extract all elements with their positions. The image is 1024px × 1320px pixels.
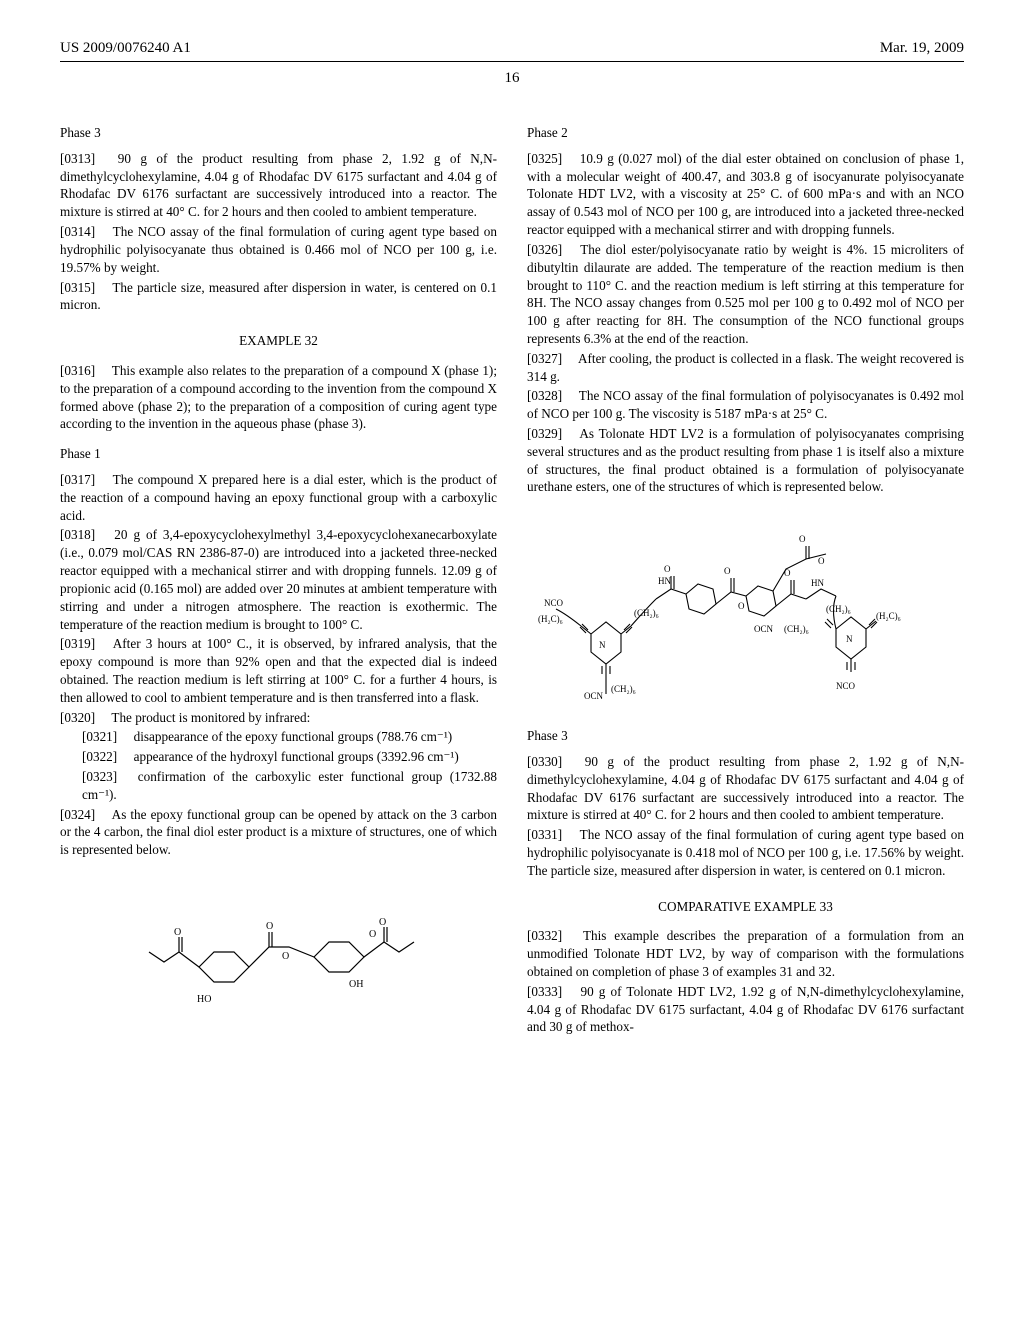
label-ch26-1: (CH₂)₆: [611, 684, 636, 694]
publication-number: US 2009/0076240 A1: [60, 40, 191, 57]
structure-polyisocyanate-icon: NCO (H₂C)₆ OCN (CH₂)₆ (CH₂)₆ HN O O O O …: [536, 514, 956, 704]
label-n1: N: [599, 640, 606, 650]
structure-diol-ester-icon: HO O O O O O OH: [139, 877, 419, 1017]
label-ch26-4: (CH₂)₆: [826, 604, 851, 614]
label-h2c6-2: (H₂C)₆: [876, 611, 901, 621]
para-0333: [0333] 90 g of Tolonate HDT LV2, 1.92 g …: [527, 983, 964, 1036]
page-number: 16: [60, 70, 964, 87]
patent-page: US 2009/0076240 A1 Mar. 19, 2009 16 Phas…: [0, 0, 1024, 1090]
para-0315: [0315] The particle size, measured after…: [60, 279, 497, 315]
phase2-header: Phase 2: [527, 124, 964, 142]
comparative-example-33-header: COMPARATIVE EXAMPLE 33: [527, 898, 964, 916]
phase3-header-right: Phase 3: [527, 727, 964, 745]
para-0320: [0320] The product is monitored by infra…: [60, 709, 497, 727]
label-o2: O: [266, 921, 273, 932]
chemical-structure-large: NCO (H₂C)₆ OCN (CH₂)₆ (CH₂)₆ HN O O O O …: [527, 514, 964, 709]
two-column-layout: Phase 3 [0313] 90 g of the product resul…: [60, 112, 964, 1040]
label-o4: O: [379, 917, 386, 928]
phase3-header: Phase 3: [60, 124, 497, 142]
label-o-c: O: [738, 601, 745, 611]
left-column: Phase 3 [0313] 90 g of the product resul…: [60, 112, 497, 1040]
label-ocn1: OCN: [584, 691, 604, 701]
para-0323: [0323] confirmation of the carboxylic es…: [82, 768, 497, 804]
label-o-b: O: [724, 566, 731, 576]
label-hn1: HN: [658, 576, 671, 586]
para-0325: [0325] 10.9 g (0.027 mol) of the dial es…: [527, 150, 964, 239]
label-o5: O: [369, 929, 376, 940]
para-0330: [0330] 90 g of the product resulting fro…: [527, 753, 964, 824]
label-h2c6-1: (H₂C)₆: [538, 614, 563, 624]
para-0321: [0321] disappearance of the epoxy functi…: [82, 728, 497, 746]
para-0328: [0328] The NCO assay of the final formul…: [527, 387, 964, 423]
para-0318: [0318] 20 g of 3,4-epoxycyclohexylmethyl…: [60, 526, 497, 633]
label-o-a: O: [664, 564, 671, 574]
publication-date: Mar. 19, 2009: [880, 40, 964, 57]
label-ho: HO: [197, 994, 211, 1005]
para-0322: [0322] appearance of the hydroxyl functi…: [82, 748, 497, 766]
para-0331: [0331] The NCO assay of the final formul…: [527, 826, 964, 879]
para-0324: [0324] As the epoxy functional group can…: [60, 806, 497, 859]
para-0326: [0326] The diol ester/polyisocyanate rat…: [527, 241, 964, 348]
para-0313: [0313] 90 g of the product resulting fro…: [60, 150, 497, 221]
para-0319: [0319] After 3 hours at 100° C., it is o…: [60, 635, 497, 706]
label-ocn2: OCN: [754, 624, 774, 634]
para-0317: [0317] The compound X prepared here is a…: [60, 471, 497, 524]
phase1-header: Phase 1: [60, 445, 497, 463]
right-column: Phase 2 [0325] 10.9 g (0.027 mol) of the…: [527, 112, 964, 1040]
label-nco1: NCO: [544, 598, 564, 608]
label-hn2: HN: [811, 578, 824, 588]
label-oh: OH: [349, 979, 363, 990]
example-32-header: EXAMPLE 32: [60, 332, 497, 350]
label-o-f: O: [818, 556, 825, 566]
label-ch26-3: (CH₂)₆: [784, 624, 809, 634]
label-ch26-2: (CH₂)₆: [634, 608, 659, 618]
label-o-e: O: [799, 534, 806, 544]
para-0327: [0327] After cooling, the product is col…: [527, 350, 964, 386]
label-o-d: O: [784, 568, 791, 578]
chemical-structure-small: HO O O O O O OH: [60, 877, 497, 1022]
para-0316: [0316] This example also relates to the …: [60, 362, 497, 433]
label-nco2: NCO: [836, 681, 856, 691]
para-0329: [0329] As Tolonate HDT LV2 is a formulat…: [527, 425, 964, 496]
para-0332: [0332] This example describes the prepar…: [527, 927, 964, 980]
label-o1: O: [174, 927, 181, 938]
label-n2: N: [846, 634, 853, 644]
para-0314: [0314] The NCO assay of the final formul…: [60, 223, 497, 276]
label-o3: O: [282, 951, 289, 962]
page-header: US 2009/0076240 A1 Mar. 19, 2009: [60, 40, 964, 62]
